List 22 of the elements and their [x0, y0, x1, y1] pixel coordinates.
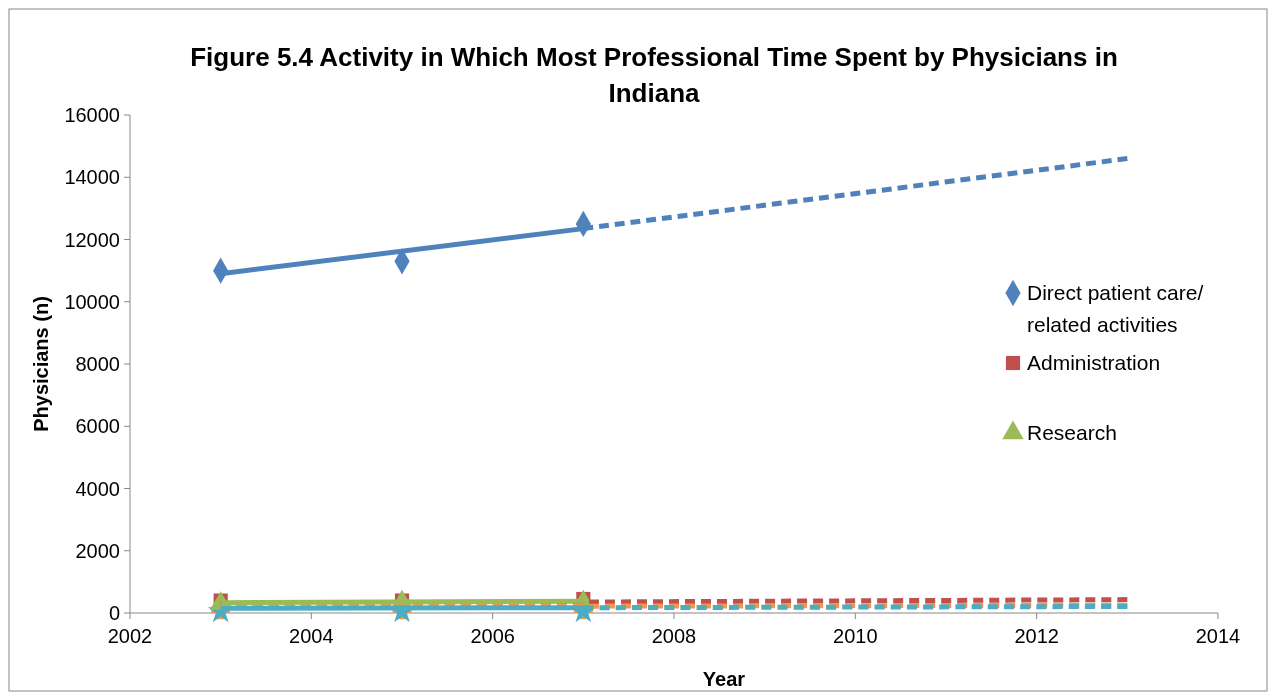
y-axis-title: Physicians (n) [30, 296, 52, 432]
y-tick-label: 16000 [64, 104, 120, 126]
legend-label: Direct patient care/ related activities [1027, 281, 1204, 337]
x-tick-label: 2008 [651, 625, 697, 647]
x-tick-label: 2004 [289, 625, 334, 647]
y-tick-label: 12000 [64, 228, 120, 251]
x-tick-label: 2010 [833, 625, 878, 647]
y-tick-label: 10000 [64, 290, 120, 313]
y-tick-label: 14000 [64, 166, 120, 189]
legend-label: Administration [1027, 351, 1161, 375]
x-tick-label: 2014 [1195, 625, 1241, 647]
y-tick-label: 4000 [75, 477, 120, 500]
x-axis-title: Year [702, 668, 746, 690]
x-tick-label: 2012 [1014, 625, 1059, 647]
y-tick-label: 6000 [75, 415, 120, 438]
y-tick-label: 0 [108, 602, 120, 624]
x-tick-label: 2006 [470, 625, 515, 647]
y-tick-label: 2000 [75, 539, 120, 562]
chart-title: Figure 5.4 Activity in Which Most Professional Time Spent by Physicians in Indiana [190, 42, 1118, 108]
x-tick-label: 2002 [107, 625, 153, 647]
y-tick-label: 8000 [75, 353, 120, 375]
legend-label: Research [1027, 421, 1117, 445]
